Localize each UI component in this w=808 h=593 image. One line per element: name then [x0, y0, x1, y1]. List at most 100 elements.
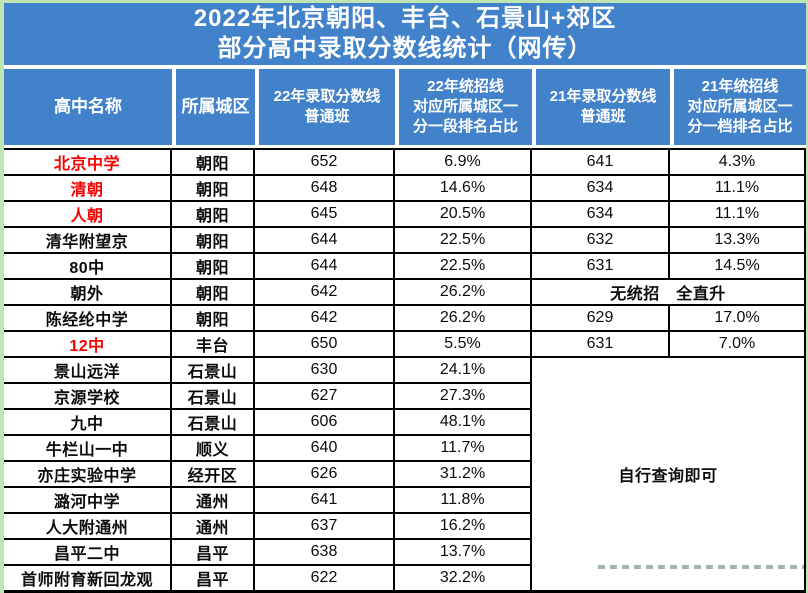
score-2022-cell: 650 — [255, 332, 395, 358]
rank-2022-cell: 27.3% — [395, 384, 532, 410]
header-row: 高中名称 所属城区 22年录取分数线 普通班 22年统招线 对应所属城区一 分一… — [4, 69, 806, 148]
rank-2021-cell: 17.0% — [670, 306, 806, 332]
score-2022-cell: 644 — [255, 228, 395, 254]
district-cell: 朝阳 — [172, 228, 255, 254]
rank-2021-cell: 13.3% — [670, 228, 806, 254]
score-2022-cell: 637 — [255, 514, 395, 540]
district-cell: 朝阳 — [172, 148, 255, 176]
watermark-artifact — [598, 565, 804, 569]
district-cell: 石景山 — [172, 410, 255, 436]
self-query-cell: 自行查询即可 — [532, 358, 806, 593]
school-name-cell: 陈经纶中学 — [4, 306, 172, 332]
score-2022-cell: 606 — [255, 410, 395, 436]
table-row: 北京中学 朝阳 652 6.9% 641 4.3% — [4, 148, 806, 176]
title-line-2: 部分高中录取分数线统计（网传） — [217, 35, 593, 62]
table-row: 昌平二中 昌平 638 13.7% — [4, 540, 806, 566]
score-2021-cell: 641 — [532, 148, 670, 176]
district-cell: 朝阳 — [172, 176, 255, 202]
table-row: 首师附育新回龙观 昌平 622 32.2% — [4, 566, 806, 593]
score-2022-cell: 644 — [255, 254, 395, 280]
header-score-2022: 22年录取分数线 普通班 — [255, 69, 395, 148]
rank-2022-cell: 22.5% — [395, 228, 532, 254]
district-cell: 顺义 — [172, 436, 255, 462]
table-row: 清华附望京 朝阳 644 22.5% 632 13.3% — [4, 228, 806, 254]
district-cell: 朝阳 — [172, 280, 255, 306]
header-rank-2021: 21年统招线 对应所属城区一 分一档排名占比 — [670, 69, 806, 148]
school-name-cell: 清华附望京 — [4, 228, 172, 254]
rank-2022-cell: 26.2% — [395, 306, 532, 332]
rank-2021-cell: 4.3% — [670, 148, 806, 176]
score-2022-cell: 652 — [255, 148, 395, 176]
district-cell: 朝阳 — [172, 306, 255, 332]
rank-2022-cell: 16.2% — [395, 514, 532, 540]
table-row: 陈经纶中学 朝阳 642 26.2% 629 17.0% — [4, 306, 806, 332]
score-2021-cell: 631 — [532, 332, 670, 358]
score-2021-cell: 634 — [532, 176, 670, 202]
school-name-cell: 清朝 — [4, 176, 172, 202]
table-row: 12中 丰台 650 5.5% 631 7.0% — [4, 332, 806, 358]
rank-2021-cell: 7.0% — [670, 332, 806, 358]
school-name-cell: 朝外 — [4, 280, 172, 306]
rank-2021-cell: 11.1% — [670, 176, 806, 202]
school-name-cell: 昌平二中 — [4, 540, 172, 566]
table-row: 牛栏山一中 顺义 640 11.7% — [4, 436, 806, 462]
school-name-cell: 九中 — [4, 410, 172, 436]
header-district: 所属城区 — [172, 69, 255, 148]
table-body: 北京中学 朝阳 652 6.9% 641 4.3% 清朝 朝阳 648 14.6% 634 11.1%… — [4, 148, 806, 593]
district-cell: 通州 — [172, 488, 255, 514]
rank-2022-cell: 32.2% — [395, 566, 532, 593]
district-cell: 通州 — [172, 514, 255, 540]
rank-2022-cell: 20.5% — [395, 202, 532, 228]
rank-2022-cell: 11.7% — [395, 436, 532, 462]
rank-2022-cell: 26.2% — [395, 280, 532, 306]
rank-2021-cell: 11.1% — [670, 202, 806, 228]
school-name-cell: 80中 — [4, 254, 172, 280]
rank-2022-cell: 31.2% — [395, 462, 532, 488]
score-2022-cell: 642 — [255, 306, 395, 332]
title-divider — [4, 65, 806, 69]
sheet: 2022年北京朝阳、丰台、石景山+郊区 部分高中录取分数线统计（网传） 高中名称… — [4, 3, 806, 593]
district-cell: 石景山 — [172, 384, 255, 410]
school-name-cell: 首师附育新回龙观 — [4, 566, 172, 593]
table-row: 潞河中学 通州 641 11.8% — [4, 488, 806, 514]
school-name-cell: 人朝 — [4, 202, 172, 228]
school-name-cell: 京源学校 — [4, 384, 172, 410]
header-rank-2022: 22年统招线 对应所属城区一 分一段排名占比 — [395, 69, 532, 148]
rank-2022-cell: 14.6% — [395, 176, 532, 202]
rank-2022-cell: 13.7% — [395, 540, 532, 566]
score-2022-cell: 642 — [255, 280, 395, 306]
school-name-cell: 亦庄实验中学 — [4, 462, 172, 488]
score-2021-cell: 631 — [532, 254, 670, 280]
district-cell: 朝阳 — [172, 254, 255, 280]
table-row: 亦庄实验中学 经开区 626 31.2% — [4, 462, 806, 488]
header-school-name: 高中名称 — [4, 69, 172, 148]
school-name-cell: 人大附通州 — [4, 514, 172, 540]
rank-2022-cell: 24.1% — [395, 358, 532, 384]
school-name-cell: 12中 — [4, 332, 172, 358]
score-2022-cell: 645 — [255, 202, 395, 228]
score-2022-cell: 638 — [255, 540, 395, 566]
score-2021-cell: 634 — [532, 202, 670, 228]
table-row: 人大附通州 通州 637 16.2% — [4, 514, 806, 540]
school-name-cell: 牛栏山一中 — [4, 436, 172, 462]
rank-2022-cell: 6.9% — [395, 148, 532, 176]
district-cell: 昌平 — [172, 540, 255, 566]
district-cell: 朝阳 — [172, 202, 255, 228]
score-table: 高中名称 所属城区 22年录取分数线 普通班 22年统招线 对应所属城区一 分一… — [4, 69, 806, 593]
school-name-cell: 潞河中学 — [4, 488, 172, 514]
title-banner: 2022年北京朝阳、丰台、石景山+郊区 部分高中录取分数线统计（网传） — [4, 3, 806, 65]
table-row: 京源学校 石景山 627 27.3% — [4, 384, 806, 410]
score-2021-cell: 629 — [532, 306, 670, 332]
table-row: 九中 石景山 606 48.1% — [4, 410, 806, 436]
rank-2022-cell: 22.5% — [395, 254, 532, 280]
school-name-cell: 景山远洋 — [4, 358, 172, 384]
rank-2022-cell: 48.1% — [395, 410, 532, 436]
score-2022-cell: 630 — [255, 358, 395, 384]
rank-2022-cell: 11.8% — [395, 488, 532, 514]
table-row: 清朝 朝阳 648 14.6% 634 11.1% — [4, 176, 806, 202]
score-2021-cell: 632 — [532, 228, 670, 254]
rank-2022-cell: 5.5% — [395, 332, 532, 358]
no-unified-admission-cell: 无统招 全直升 — [532, 280, 806, 306]
score-2022-cell: 641 — [255, 488, 395, 514]
